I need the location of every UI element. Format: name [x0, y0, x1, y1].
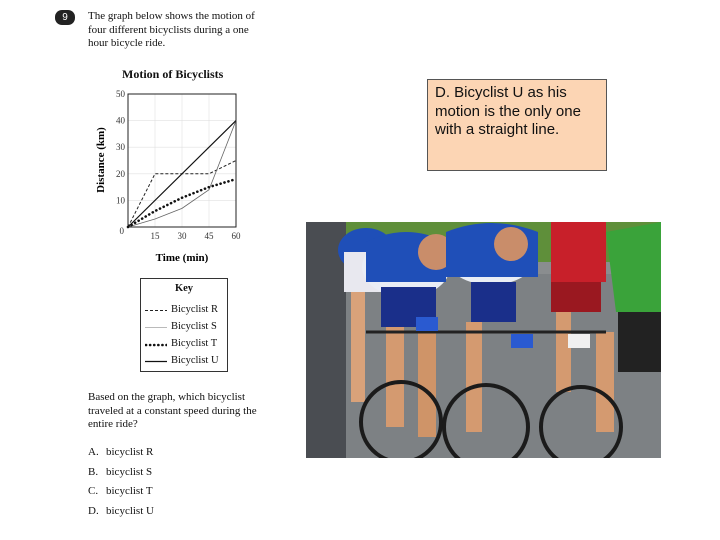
origin-label: 0 — [120, 226, 125, 236]
choice-letter: C. — [88, 485, 99, 497]
choice-text: bicyclist T — [106, 485, 153, 497]
x-tick-label: 15 — [151, 231, 161, 241]
stem-line: The graph below shows the motion of — [88, 10, 255, 22]
prompt-line: entire ride? — [88, 418, 138, 430]
prompt-line: Based on the graph, which bicyclist — [88, 391, 246, 403]
key-item-s: Bicyclist S — [145, 321, 225, 333]
y-axis-label: Distance (km) — [95, 127, 107, 193]
choice-d[interactable]: D. bicyclist U — [88, 505, 154, 525]
y-tick-label: 40 — [116, 116, 126, 126]
y-tick-label: 50 — [116, 89, 126, 99]
x-tick-label: 60 — [232, 231, 242, 241]
choice-text: bicyclist U — [106, 504, 154, 517]
y-tick-label: 10 — [116, 195, 126, 205]
series-line-bicyclist-s — [127, 120, 237, 228]
motion-chart: 10 20 30 40 50 15 30 45 60 0 Time (min) Distance … — [95, 89, 242, 264]
x-tick-label: 45 — [205, 231, 215, 241]
x-tick-label: 30 — [178, 231, 188, 241]
thin-line-swatch — [145, 327, 167, 328]
key-label: Bicyclist S — [171, 321, 217, 332]
dotted-line-swatch — [145, 343, 167, 347]
y-tick-label: 20 — [116, 169, 126, 179]
key-label: Bicyclist U — [171, 355, 219, 366]
answer-choices: A. bicyclist R B. bicyclist S C. bicyclist … — [88, 446, 154, 524]
choice-letter: B. — [88, 465, 99, 478]
chart-title: Motion of Bicyclists — [122, 67, 224, 81]
plot-frame — [127, 93, 237, 228]
x-axis-label: Time (min) — [156, 252, 209, 264]
key-label: Bicyclist T — [171, 338, 218, 349]
choice-letter: D. — [88, 504, 99, 517]
choice-text: bicyclist S — [106, 465, 153, 478]
chart-key: Key Bicyclist R Bicyclist S Bicyclist T … — [140, 278, 228, 372]
key-item-u: Bicyclist U — [145, 355, 225, 367]
dashed-line-swatch — [145, 310, 167, 311]
stem-line: hour bicycle ride. — [88, 37, 166, 49]
choice-letter: A. — [88, 446, 99, 458]
key-item-r: Bicyclist R — [145, 304, 225, 316]
choice-a[interactable]: A. bicyclist R — [88, 446, 154, 466]
question-stem: The graph below shows the motion of four… — [88, 10, 288, 51]
key-title: Key — [174, 283, 194, 294]
key-label: Bicyclist R — [171, 304, 218, 315]
choice-b[interactable]: B. bicyclist S — [88, 466, 154, 486]
prompt-line: traveled at a constant speed during the — [88, 404, 257, 417]
solid-line-swatch — [145, 360, 167, 363]
choice-text: bicyclist R — [106, 446, 154, 458]
cyclists-illustration — [306, 222, 661, 458]
question-number-badge: 9 — [55, 10, 75, 25]
question-prompt: Based on the graph, which bicyclist trav… — [88, 391, 288, 432]
answer-note: D. Bicyclist U as his motion is the only… — [427, 79, 607, 171]
key-item-t: Bicyclist T — [145, 338, 225, 350]
series-line-bicyclist-t — [126, 177, 238, 229]
cyclists-photo — [306, 222, 661, 458]
choice-c[interactable]: C. bicyclist T — [88, 485, 154, 505]
series-line-bicyclist-u — [127, 120, 237, 228]
y-tick-label: 30 — [116, 142, 126, 152]
stem-line: four different bicyclists during a one — [88, 23, 249, 36]
